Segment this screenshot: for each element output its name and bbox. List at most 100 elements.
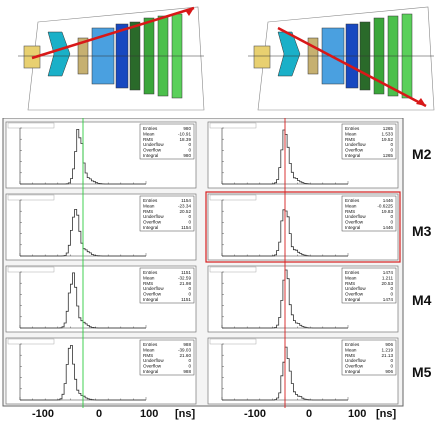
stats-value: 1446 xyxy=(383,198,394,203)
stats-label: RMS xyxy=(345,209,355,214)
stats-value: 0 xyxy=(188,142,191,147)
stats-label: Mean xyxy=(345,203,357,208)
stats-label: Integral xyxy=(143,297,158,302)
panel-caption xyxy=(209,338,257,345)
stats-value: 1151 xyxy=(181,270,191,275)
stats-label: Mean xyxy=(143,203,155,208)
histogram-curve xyxy=(20,129,146,185)
stats-label: Entries xyxy=(143,270,158,275)
stats-value: 0 xyxy=(390,148,393,153)
stats-label: Underflow xyxy=(143,286,164,291)
stats-label: Entries xyxy=(345,342,360,347)
stats-label: Integral xyxy=(143,369,158,374)
histogram-left-m2: Entries 980 Mean -10.91 RMS 18.39 Underflow 0 Ov… xyxy=(5,121,197,189)
stats-value: 1.533 xyxy=(382,131,394,136)
stats-label: Integral xyxy=(345,153,360,158)
stats-value: 980 xyxy=(183,126,191,131)
stats-value: 0 xyxy=(390,220,393,225)
histogram-curve xyxy=(222,129,348,185)
stats-label: Underflow xyxy=(345,358,366,363)
stats-value: -0.6225 xyxy=(377,203,393,208)
stats-value: 988 xyxy=(183,369,191,374)
stats-label: Underflow xyxy=(143,214,164,219)
stats-value: 1151 xyxy=(181,297,191,302)
stats-label: Mean xyxy=(143,131,155,136)
stats-value: 0 xyxy=(390,358,393,363)
stats-label: Overflow xyxy=(345,220,364,225)
stats-value: 1474 xyxy=(383,297,394,302)
stats-box xyxy=(139,267,195,304)
row-label-m5: M5 xyxy=(412,364,432,380)
stats-label: Integral xyxy=(143,153,158,158)
stats-value: 0 xyxy=(390,214,393,219)
stats-box xyxy=(341,267,397,304)
stats-value: -39.03 xyxy=(178,347,191,352)
stats-label: Overflow xyxy=(345,364,364,369)
row-label-m4: M4 xyxy=(412,292,432,308)
stats-value: 1.219 xyxy=(382,347,394,352)
stats-label: Underflow xyxy=(345,286,366,291)
histogram-right-m4: Entries 1474 Mean 1.211 RMS 20.53 Underflow 0 Ov… xyxy=(207,265,399,333)
stats-value: 0 xyxy=(188,358,191,363)
histogram-curve xyxy=(222,346,348,401)
stats-label: Mean xyxy=(345,347,357,352)
x-tick-left-100: 100 xyxy=(140,408,159,420)
stats-label: Entries xyxy=(143,126,158,131)
stats-value: 1474 xyxy=(383,270,394,275)
stats-value: -23.34 xyxy=(178,203,191,208)
stats-label: Underflow xyxy=(143,142,164,147)
stats-value: -10.91 xyxy=(178,131,191,136)
histogram-curve xyxy=(20,272,146,329)
stats-label: Overflow xyxy=(143,364,162,369)
stats-label: Integral xyxy=(345,297,360,302)
stats-label: Mean xyxy=(345,131,357,136)
stats-label: Entries xyxy=(345,270,360,275)
stats-value: 0 xyxy=(390,364,393,369)
stats-value: 906 xyxy=(385,342,393,347)
stats-value: 988 xyxy=(183,342,191,347)
stats-box xyxy=(341,195,397,232)
histogram-right-m3: Entries 1446 Mean -0.6225 RMS 19.83 Underflow 0… xyxy=(205,191,401,263)
stats-label: Entries xyxy=(345,198,360,203)
panel-caption xyxy=(209,266,257,273)
histogram-left-m5: Entries 988 Mean -39.03 RMS 21.60 Underflow 0 Ov… xyxy=(5,337,197,405)
x-tick-right-0: 0 xyxy=(306,408,313,420)
stats-box xyxy=(139,195,195,232)
stats-label: Overflow xyxy=(143,148,162,153)
stats-value: 1265 xyxy=(383,126,394,131)
panel-caption xyxy=(7,194,55,201)
panel-caption xyxy=(7,338,55,345)
stats-label: Mean xyxy=(345,275,357,280)
panel-caption xyxy=(209,194,257,201)
stats-value: 20.52 xyxy=(180,209,192,214)
x-unit-right: [ns] xyxy=(376,408,397,420)
stats-value: 18.39 xyxy=(180,137,192,142)
stats-label: Entries xyxy=(143,198,158,203)
stats-value: 20.53 xyxy=(382,281,394,286)
panel-caption xyxy=(7,266,55,273)
panel-caption xyxy=(7,122,55,129)
histogram-grid: Entries 980 Mean -10.91 RMS 18.39 Underflow 0 Ov… xyxy=(2,118,404,408)
stats-label: RMS xyxy=(143,137,153,142)
stats-value: 21.98 xyxy=(180,281,192,286)
stats-value: 1265 xyxy=(383,153,394,158)
histogram-curve xyxy=(222,209,348,257)
stats-label: RMS xyxy=(345,281,355,286)
stats-value: 21.60 xyxy=(180,353,192,358)
stats-value: 0 xyxy=(390,142,393,147)
stats-label: Entries xyxy=(143,342,158,347)
stats-label: Mean xyxy=(143,275,155,280)
stats-label: Overflow xyxy=(143,220,162,225)
stats-value: 21.13 xyxy=(382,353,394,358)
stats-box xyxy=(139,123,195,160)
row-label-m2: M2 xyxy=(412,146,432,162)
stats-label: Overflow xyxy=(345,148,364,153)
x-tick-right-100: 100 xyxy=(348,408,367,420)
stats-value: 19.83 xyxy=(382,209,394,214)
stats-label: RMS xyxy=(143,281,153,286)
stats-box xyxy=(139,339,195,376)
stats-label: RMS xyxy=(143,353,153,358)
detector-schematic-left xyxy=(18,2,206,114)
stats-value: 19.52 xyxy=(382,137,394,142)
stats-value: 0 xyxy=(188,364,191,369)
